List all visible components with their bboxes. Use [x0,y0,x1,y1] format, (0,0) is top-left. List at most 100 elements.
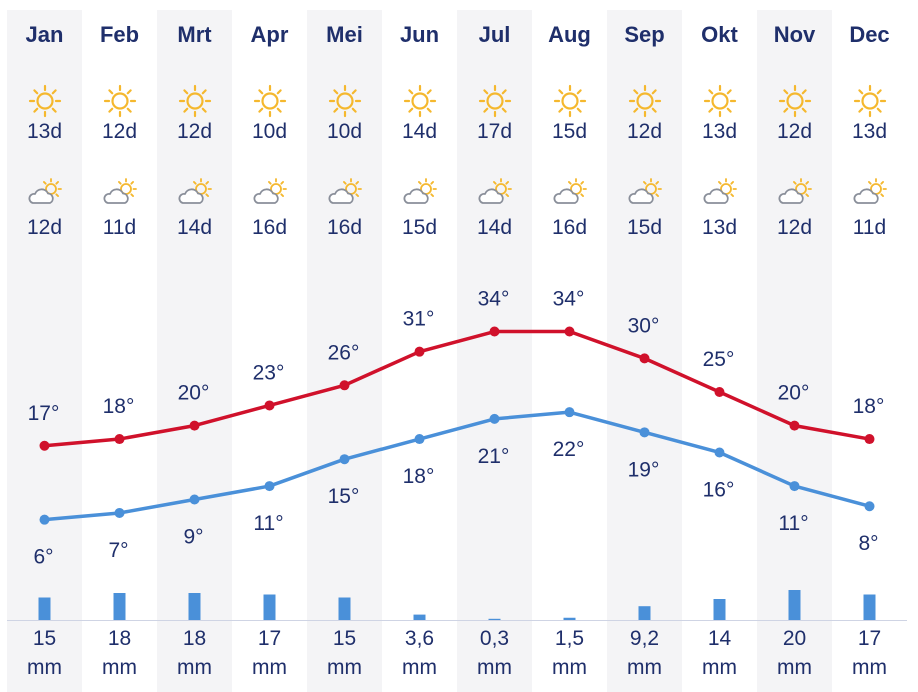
month-column-jan [7,10,82,692]
precipitation-label: 17 mm [832,624,907,682]
precipitation-unit: mm [102,656,137,679]
month-column-nov [757,10,832,692]
max-temperature-label: 25° [703,348,735,371]
cloudy-days-value: 12d [776,216,813,239]
sunny-days-value: 12d [626,120,663,143]
max-temperature-line [44,329,870,448]
max-temperature-point [789,420,800,431]
partly-cloudy-icon [757,178,832,213]
month-label: Jul [478,22,511,47]
month-column-jul [457,10,532,692]
max-temperature-point [339,380,350,391]
precipitation-label: 3,6 mm [382,624,457,682]
cloudy-days-value: 11d [852,216,887,239]
precipitation-value: 18 [182,627,207,650]
max-temperature-label: 18° [853,395,885,418]
precipitation-value: 9,2 [629,627,660,650]
max-temperature-label: 34° [553,288,585,311]
partly-cloudy-icon [832,178,907,213]
precipitation-bar [563,617,576,620]
month-label: Feb [99,22,140,47]
cloudy-days-value: 14d [476,216,513,239]
max-temperature-point [114,434,125,445]
sunny-days-value: 10d [251,120,288,143]
precipitation-label: 9,2 mm [607,624,682,682]
precipitation-unit: mm [852,656,887,679]
precipitation-bar [488,618,501,620]
max-temperature-label: 18° [103,395,135,418]
min-temperature-point [564,407,575,418]
min-temperature-point [39,514,50,525]
partly-cloudy-icon [7,178,82,213]
month-label: Mei [326,22,363,47]
precipitation-label: 14 mm [682,624,757,682]
min-temperature-label: 6° [33,546,53,569]
precipitation-value: 20 [782,627,807,650]
max-temperature-point [489,326,500,337]
partly-cloudy-icon [457,178,532,213]
sun-icon [682,84,757,123]
min-temperature-point [714,447,725,458]
min-temperature-label: 7° [108,539,128,562]
precipitation-unit: mm [552,656,587,679]
precipitation-bar [413,614,426,620]
cloudy-days-value: 11d [102,216,137,239]
precipitation-bar [713,599,726,620]
min-temperature-point [114,507,125,518]
sun-icon [307,84,382,123]
partly-cloudy-icon [157,178,232,213]
precipitation-value: 17 [857,627,882,650]
precipitation-bar [788,590,801,620]
min-temperature-label: 15° [328,485,360,508]
precipitation-bar [113,593,126,620]
min-temperature-label: 22° [553,438,585,461]
precipitation-unit: mm [252,656,287,679]
min-temperature-line [44,410,870,522]
precipitation-unit: mm [777,656,812,679]
precipitation-bar [863,594,876,620]
sunny-days-value: 17d [476,120,513,143]
precipitation-label: 15 mm [7,624,82,682]
cloudy-days-value: 15d [401,216,438,239]
precipitation-value: 1,5 [554,627,585,650]
precipitation-unit: mm [177,656,212,679]
month-column-mei [307,10,382,692]
precipitation-bar [263,594,276,620]
precipitation-bar [338,597,351,620]
precipitation-bar [38,597,51,620]
max-temperature-label: 20° [778,382,810,405]
sun-icon [532,84,607,123]
max-temperature-point [564,326,575,337]
max-temperature-point [264,400,275,411]
partly-cloudy-icon [82,178,157,213]
min-temperature-label: 18° [403,465,435,488]
precipitation-label: 15 mm [307,624,382,682]
partly-cloudy-icon [532,178,607,213]
min-temperature-label: 16° [703,478,735,501]
min-temperature-point [264,481,275,492]
min-temperature-point [414,434,425,445]
partly-cloudy-icon [307,178,382,213]
precipitation-label: 1,5 mm [532,624,607,682]
min-temperature-point [339,454,350,465]
precipitation-value: 18 [107,627,132,650]
min-temperature-point [189,494,200,505]
precipitation-value: 14 [707,627,732,650]
precipitation-unit: mm [402,656,437,679]
cloudy-days-value: 13d [701,216,738,239]
month-column-mrt [157,10,232,692]
month-label: Aug [548,22,591,47]
partly-cloudy-icon [232,178,307,213]
sun-icon [457,84,532,123]
partly-cloudy-icon [382,178,457,213]
cloudy-days-value: 16d [326,216,363,239]
cloudy-days-value: 14d [176,216,213,239]
min-temperature-point [789,481,800,492]
sun-icon [157,84,232,123]
sun-icon [382,84,457,123]
max-temperature-point [189,420,200,431]
precipitation-unit: mm [702,656,737,679]
cloudy-days-value: 16d [551,216,588,239]
min-temperature-label: 11° [778,512,808,535]
